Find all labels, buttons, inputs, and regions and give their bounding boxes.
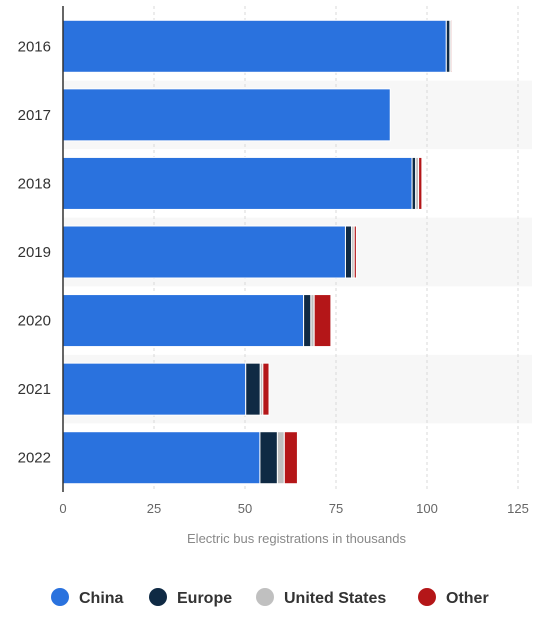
bar-china-2020[interactable] xyxy=(62,294,305,348)
tick-labels: 0 25 50 75 100 125 xyxy=(59,501,528,516)
bar-other-2019[interactable] xyxy=(353,225,357,279)
legend-label: Other xyxy=(446,590,489,607)
legend-label: Europe xyxy=(177,590,232,607)
legend: China Europe United States Other xyxy=(51,588,489,607)
legend-label: United States xyxy=(284,590,386,607)
x-tick-label: 75 xyxy=(329,501,343,516)
category-label: 2019 xyxy=(18,244,51,261)
category-label: 2020 xyxy=(18,313,51,330)
bar-other-2018[interactable] xyxy=(418,156,423,210)
legend-item-other[interactable]: Other xyxy=(418,588,489,607)
bar-europe-2021[interactable] xyxy=(245,362,261,416)
bar-china-2022[interactable] xyxy=(62,431,261,485)
bars xyxy=(62,19,453,485)
x-axis-title: Electric bus registrations in thousands xyxy=(187,531,406,546)
legend-item-united-states[interactable]: United States xyxy=(256,588,386,607)
category-label: 2022 xyxy=(18,450,51,467)
bar-europe-2020[interactable] xyxy=(303,294,312,348)
category-label: 2016 xyxy=(18,38,51,55)
x-tick-label: 50 xyxy=(238,501,252,516)
x-tick-label: 0 xyxy=(59,501,66,516)
bar-other-2016[interactable] xyxy=(450,19,453,73)
legend-label: China xyxy=(79,590,124,607)
bar-europe-2016[interactable] xyxy=(445,19,451,73)
category-label: 2017 xyxy=(18,107,51,124)
bar-china-2017[interactable] xyxy=(62,88,391,142)
bar-other-2022[interactable] xyxy=(283,431,298,485)
bar-other-2021[interactable] xyxy=(262,362,270,416)
bar-china-2019[interactable] xyxy=(62,225,346,279)
legend-marker xyxy=(149,588,167,606)
legend-item-europe[interactable]: Europe xyxy=(149,588,232,607)
x-tick-label: 125 xyxy=(507,501,529,516)
category-label: 2021 xyxy=(18,381,51,398)
category-label: 2018 xyxy=(18,175,51,192)
bar-china-2021[interactable] xyxy=(62,362,247,416)
legend-marker xyxy=(51,588,69,606)
bar-europe-2022[interactable] xyxy=(259,431,278,485)
bar-europe-2018[interactable] xyxy=(411,156,417,210)
bar-europe-2019[interactable] xyxy=(344,225,353,279)
x-tick-label: 25 xyxy=(147,501,161,516)
bar-china-2016[interactable] xyxy=(62,19,447,73)
bar-other-2020[interactable] xyxy=(313,294,332,348)
legend-item-china[interactable]: China xyxy=(51,588,124,607)
x-tick-label: 100 xyxy=(416,501,438,516)
legend-marker xyxy=(256,588,274,606)
bar-china-2018[interactable] xyxy=(62,156,413,210)
bar-united-states-2022[interactable] xyxy=(276,431,285,485)
category-labels: 2016 2017 2018 2019 2020 2021 2022 xyxy=(18,38,51,466)
legend-marker xyxy=(418,588,436,606)
